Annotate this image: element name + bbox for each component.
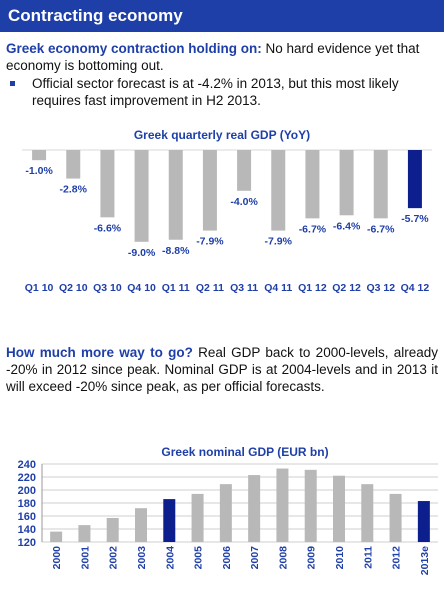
chart-1-bar bbox=[237, 150, 252, 191]
chart-1-bar bbox=[134, 150, 149, 242]
chart-2-x-tick-label: 2006 bbox=[221, 546, 233, 570]
chart-2-x-tick-label: 2010 bbox=[334, 546, 346, 570]
chart-2-title: Greek nominal GDP (EUR bn) bbox=[161, 445, 329, 459]
chart-1-data-label: -6.6% bbox=[94, 222, 122, 234]
chart-1-x-tick-label: Q3 10 bbox=[93, 282, 122, 294]
chart-2-bar bbox=[417, 501, 430, 542]
chart-2-x-tick-label: 2003 bbox=[136, 546, 148, 570]
chart-2-x-tick-label: 2009 bbox=[306, 546, 318, 570]
section-2-lead: How much more way to go? bbox=[6, 345, 193, 360]
chart-1-bar bbox=[305, 150, 320, 219]
chart-2-x-tick-label: 2005 bbox=[193, 546, 205, 570]
chart-1-x-tick-label: Q2 10 bbox=[59, 282, 88, 294]
chart-2-bar bbox=[333, 475, 345, 542]
chart-1-data-label: -1.0% bbox=[25, 165, 53, 177]
chart-2-y-tick-label: 160 bbox=[18, 511, 36, 523]
chart-1-x-tick-label: Q3 12 bbox=[366, 282, 395, 294]
section-1-body: No hard evidence yet that economy is bot… bbox=[6, 41, 420, 73]
chart-1-bar bbox=[339, 150, 354, 216]
chart-1-bar bbox=[271, 150, 286, 231]
chart-2-y-tick-label: 140 bbox=[18, 524, 36, 536]
chart-1-title: Greek quarterly real GDP (YoY) bbox=[133, 128, 311, 142]
chart-2-x-tick-label: 2011 bbox=[362, 546, 374, 569]
chart-1-data-label: -5.7% bbox=[401, 213, 429, 225]
chart-1-bar bbox=[100, 150, 115, 218]
chart-1-x-tick-label: Q1 11 bbox=[162, 282, 190, 294]
chart-1-quarterly-real-gdp: -1.0% Q1 10 -2.8% Q2 10 -6.6% Q3 10 -9.0% Q4 10… bbox=[22, 149, 432, 294]
chart-1-bar bbox=[32, 150, 47, 161]
chart-2-bar bbox=[135, 508, 147, 542]
chart-2-bar bbox=[191, 493, 204, 542]
chart-2-x-tick-label: 2008 bbox=[277, 546, 289, 570]
chart-2-bar bbox=[361, 484, 374, 542]
chart-2-bar bbox=[163, 499, 176, 542]
chart-1-x-tick-label: Q3 11 bbox=[230, 282, 258, 294]
chart-2-x-tick-label: 2007 bbox=[249, 546, 261, 570]
chart-2-x-tick-label: 2001 bbox=[79, 546, 91, 570]
section-2-body: Real GDP back to 2000-levels, already -2… bbox=[6, 345, 439, 394]
section-1-bullet: Official sector forecast is at -4.2% in … bbox=[6, 75, 438, 109]
chart-2-x-tick-label: 2002 bbox=[108, 546, 120, 570]
chart-1-bar bbox=[373, 150, 388, 219]
chart-1-data-label: -4.0% bbox=[230, 196, 258, 208]
section-1-paragraph: Greek economy contraction holding on: No… bbox=[6, 40, 438, 74]
chart-1-data-label: -9.0% bbox=[128, 247, 156, 259]
chart-2-bar bbox=[78, 525, 91, 542]
chart-1-data-label: -8.8% bbox=[162, 245, 190, 257]
chart-1-data-label: -2.8% bbox=[60, 184, 88, 196]
chart-2-y-tick-label: 120 bbox=[18, 537, 36, 549]
page-title: Contracting economy bbox=[8, 6, 183, 25]
chart-2-bar bbox=[304, 469, 317, 542]
chart-2-x-tick-label: 2000 bbox=[51, 546, 63, 570]
bullet-square-icon bbox=[10, 81, 15, 86]
chart-1-x-tick-label: Q2 11 bbox=[196, 282, 224, 294]
chart-2-y-tick-label: 180 bbox=[18, 498, 36, 510]
chart-1-bar bbox=[407, 150, 422, 209]
chart-2-bar bbox=[389, 493, 402, 542]
chart-2-y-tick-label: 220 bbox=[18, 472, 36, 484]
chart-1-x-tick-label: Q4 11 bbox=[264, 282, 292, 294]
chart-1-bar bbox=[168, 150, 183, 240]
chart-2-bar bbox=[219, 484, 232, 542]
chart-2-y-tick-label: 200 bbox=[18, 485, 36, 497]
chart-2-bar bbox=[276, 468, 289, 542]
chart-2-y-tick-label: 240 bbox=[18, 459, 36, 471]
chart-2-x-tick-label: 2004 bbox=[164, 546, 176, 570]
chart-1-bar bbox=[202, 150, 217, 231]
chart-1-x-tick-label: Q1 10 bbox=[25, 282, 54, 294]
chart-1-data-label: -6.7% bbox=[299, 223, 327, 235]
section-1-text: Greek economy contraction holding on: No… bbox=[6, 40, 438, 109]
chart-1-x-tick-label: Q2 12 bbox=[332, 282, 361, 294]
chart-1-x-tick-label: Q4 12 bbox=[401, 282, 430, 294]
chart-2-bar bbox=[248, 475, 261, 542]
chart-1-data-label: -6.4% bbox=[333, 220, 361, 232]
chart-1-data-label: -7.9% bbox=[265, 236, 293, 248]
chart-1-x-tick-label: Q4 10 bbox=[127, 282, 156, 294]
chart-2-bar bbox=[106, 517, 119, 542]
section-2-text: How much more way to go? Real GDP back t… bbox=[6, 344, 438, 395]
section-1-lead: Greek economy contraction holding on: bbox=[6, 41, 262, 56]
chart-1-bar bbox=[66, 150, 81, 179]
chart-1-data-label: -6.7% bbox=[367, 223, 395, 235]
chart-1-x-tick-label: Q1 12 bbox=[298, 282, 327, 294]
section-1-bullet-text: Official sector forecast is at -4.2% in … bbox=[32, 76, 399, 108]
chart-2-x-tick-label: 2012 bbox=[391, 546, 403, 570]
chart-1-data-label: -7.9% bbox=[196, 236, 224, 248]
chart-2-x-tick-label: 2013e bbox=[419, 546, 431, 575]
header-banner: Contracting economy bbox=[0, 0, 444, 32]
chart-2-bar bbox=[50, 531, 63, 542]
